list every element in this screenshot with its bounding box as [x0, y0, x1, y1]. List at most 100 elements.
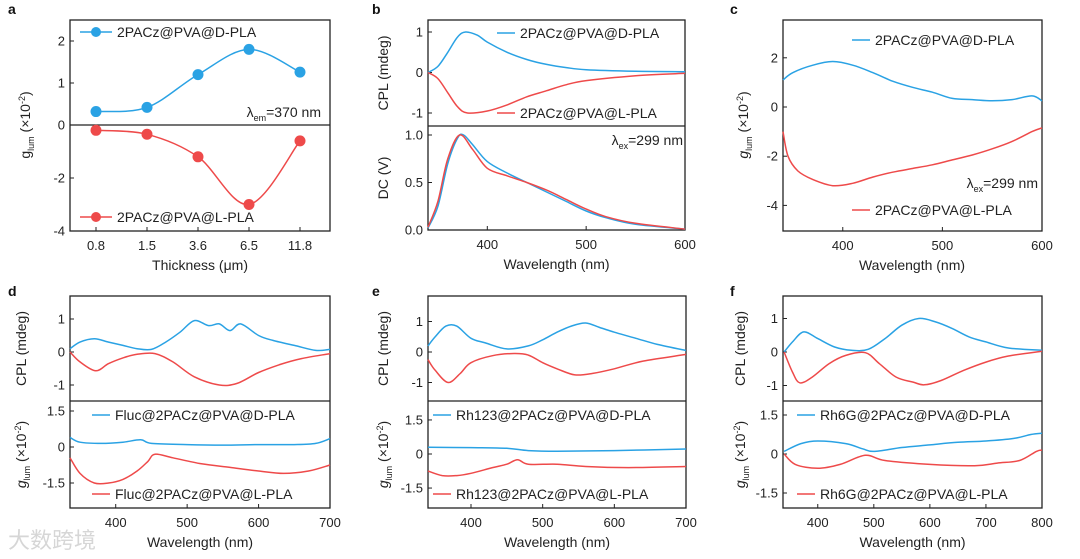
b-top-y-tick-label: 1: [416, 25, 423, 40]
legend-label: 2PACz@PVA@L-PLA: [520, 105, 658, 121]
bottom-line-d: [783, 432, 1043, 453]
svg-text:glum (×10-2): glum (×10-2): [13, 421, 32, 488]
x-axis-label: Wavelength (nm): [503, 256, 609, 272]
svg-text:CPL (mdeg): CPL (mdeg): [375, 36, 391, 111]
x-axis-label: Thickness (μm): [152, 257, 248, 273]
legend-label: 2PACz@PVA@D-PLA: [117, 24, 257, 40]
f-bottom-y-tick-label: -1.5: [756, 486, 778, 501]
bottom-y-axis-label: glum (×10-2): [732, 421, 751, 488]
data-point: [294, 66, 306, 78]
cpl-line-l: [427, 71, 686, 114]
d-bottom-y-tick-label: 1.5: [47, 404, 65, 419]
e-x-tick-label: 400: [460, 515, 482, 530]
bottom-line-d: [427, 446, 687, 453]
watermark: 大数跨境: [8, 529, 96, 554]
panel-b-frame: [427, 19, 686, 231]
annotation-lambda-ex: λex=299 nm: [967, 175, 1038, 194]
d-top-y-tick-label: 0: [58, 345, 65, 360]
bottom-line-l: [783, 449, 1043, 470]
e-bottom-y-tick-label: 1.5: [405, 412, 423, 427]
legend-marker: [91, 212, 101, 222]
a-y-tick-label: 1: [58, 76, 65, 91]
f-top-y-tick-label: -1: [766, 378, 778, 393]
legend-d: 2PACz@PVA@D-PLA: [852, 32, 1015, 48]
top-y-axis-label: CPL (mdeg): [375, 36, 391, 111]
f-x-tick-label: 700: [975, 515, 997, 530]
c-x-tick-label: 500: [932, 238, 954, 253]
cpl-line-l: [783, 350, 1043, 386]
a-x-tick-label: 0.8: [87, 238, 105, 253]
panel-e-frame: [427, 295, 687, 509]
e-x-tick-label: 700: [675, 515, 697, 530]
f-bottom-y-tick-label: 0: [771, 447, 778, 462]
svg-text:Thickness (μm): Thickness (μm): [152, 257, 248, 273]
panel-letter-b: b: [372, 1, 381, 17]
cpl-line-d: [69, 319, 331, 352]
cpl-line-d: [427, 322, 687, 352]
svg-text:Wavelength (nm): Wavelength (nm): [504, 534, 610, 550]
legend-label: 2PACz@PVA@D-PLA: [520, 25, 660, 41]
c-y-tick-label: 2: [771, 50, 778, 65]
a-y-tick-label: -4: [53, 224, 65, 239]
panel-d-frame: [69, 295, 331, 509]
d-x-tick-label: 700: [319, 515, 341, 530]
series-line-d: [782, 60, 1043, 102]
data-point: [192, 151, 204, 163]
panel-letter-a: a: [8, 1, 16, 17]
svg-text:Wavelength (nm): Wavelength (nm): [147, 534, 253, 550]
a-y-tick-label: 2: [58, 34, 65, 49]
d-bottom-y-tick-label: -1.5: [43, 476, 65, 491]
svg-text:CPL (mdeg): CPL (mdeg): [375, 311, 391, 386]
series-line-l: [95, 129, 301, 206]
c-y-tick-label: 0: [771, 100, 778, 115]
top-y-axis-label: CPL (mdeg): [732, 311, 748, 386]
f-x-tick-label: 400: [807, 515, 829, 530]
panel-letter-f: f: [730, 283, 735, 299]
data-point: [192, 69, 204, 81]
series-line-d: [95, 48, 301, 113]
c-x-tick-label: 400: [832, 238, 854, 253]
e-top-y-tick-label: -1: [411, 375, 423, 390]
panel-f-frame: [782, 295, 1043, 509]
f-x-tick-label: 600: [919, 515, 941, 530]
d-x-tick-label: 400: [105, 515, 127, 530]
panel-letter-e: e: [372, 283, 380, 299]
c-y-tick-label: -4: [766, 198, 778, 213]
panel-c-frame: [782, 19, 1043, 232]
data-point: [243, 43, 255, 55]
d-x-tick-label: 600: [248, 515, 270, 530]
a-x-tick-label: 6.5: [240, 238, 258, 253]
svg-text:λex=299 nm: λex=299 nm: [612, 132, 683, 151]
svg-text:Wavelength (nm): Wavelength (nm): [859, 534, 965, 550]
series-line-l: [782, 127, 1043, 187]
svg-text:CPL (mdeg): CPL (mdeg): [732, 311, 748, 386]
legend-label: Rh123@2PACz@PVA@L-PLA: [456, 486, 649, 502]
b-x-tick-label: 400: [476, 237, 498, 252]
d-top-y-tick-label: 1: [58, 312, 65, 327]
bottom-line-d: [427, 133, 686, 230]
legend-d: Rh6G@2PACz@PVA@D-PLA: [797, 407, 1011, 423]
svg-text:glum (×10-2): glum (×10-2): [735, 91, 754, 158]
data-point: [90, 124, 102, 136]
data-point: [243, 199, 255, 210]
legend-label: 2PACz@PVA@L-PLA: [875, 202, 1013, 218]
a-x-tick-label: 3.6: [189, 238, 207, 253]
top-y-axis-label: CPL (mdeg): [375, 311, 391, 386]
legend-l: Fluc@2PACz@PVA@L-PLA: [92, 486, 293, 502]
cpl-line-d: [783, 317, 1043, 353]
legend-label: 2PACz@PVA@L-PLA: [117, 209, 255, 225]
e-bottom-y-tick-label: 0: [416, 447, 423, 462]
a-y-tick-label: -2: [53, 171, 65, 186]
svg-text:λem=370 nm: λem=370 nm: [247, 104, 321, 123]
legend-l: 2PACz@PVA@L-PLA: [497, 105, 658, 121]
legend-marker: [91, 27, 101, 37]
legend-d: 2PACz@PVA@D-PLA: [80, 24, 257, 40]
data-point: [141, 101, 153, 113]
svg-text:Wavelength (nm): Wavelength (nm): [503, 256, 609, 272]
svg-text:CPL (mdeg): CPL (mdeg): [13, 311, 29, 386]
y-axis-label: glum (×10-2): [735, 91, 754, 158]
b-x-tick-label: 500: [575, 237, 597, 252]
legend-l: 2PACz@PVA@L-PLA: [852, 202, 1013, 218]
legend-l: 2PACz@PVA@L-PLA: [80, 209, 255, 225]
